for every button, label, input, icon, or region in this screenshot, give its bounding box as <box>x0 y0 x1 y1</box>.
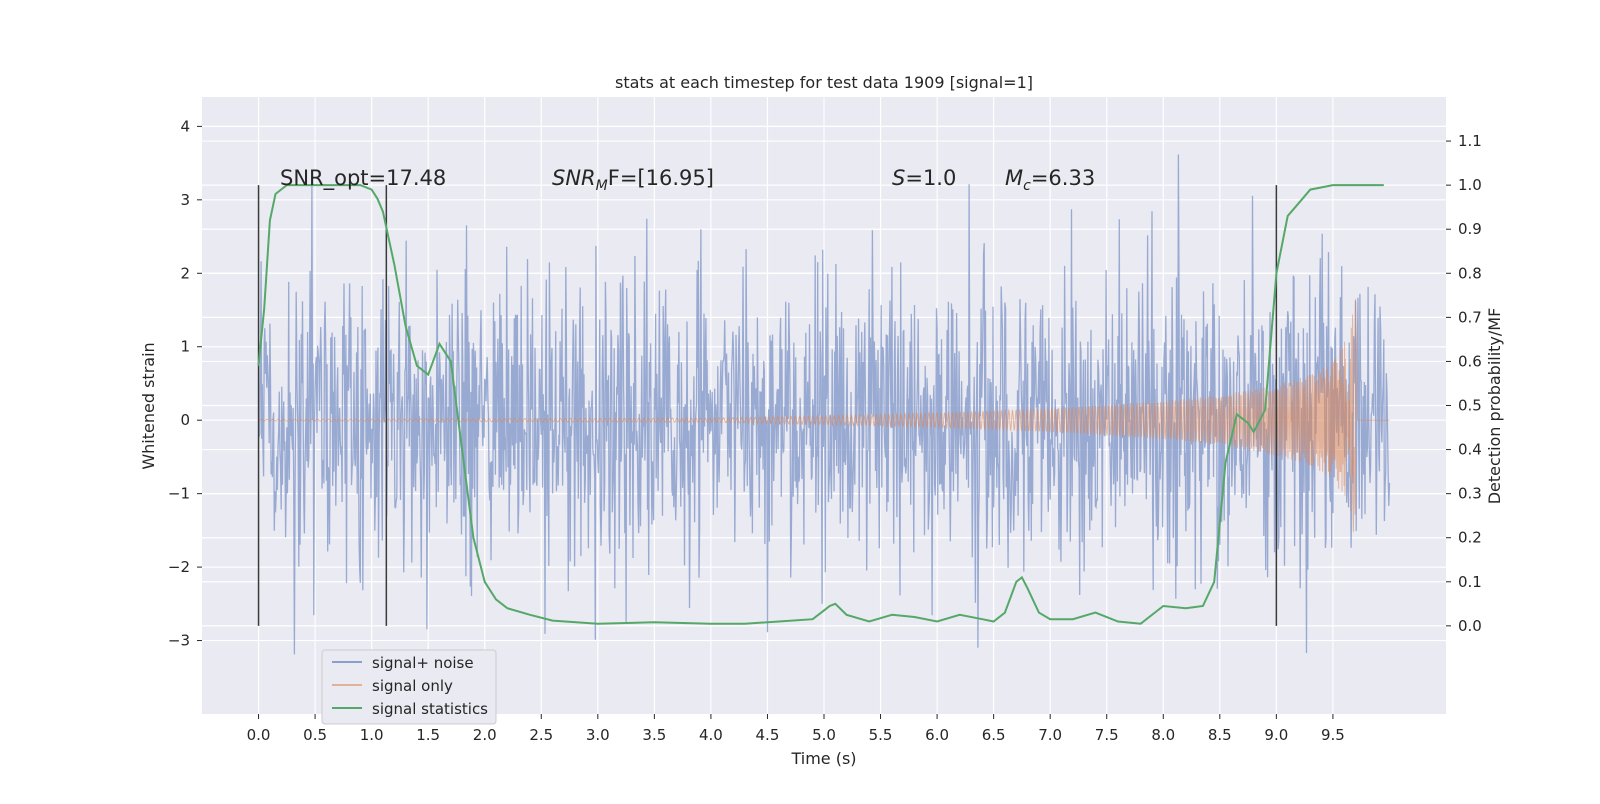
y-ticks-left: 4 3 2 1 0 −1 −2 −3 <box>168 117 202 650</box>
series-signal-statistics <box>257 184 1384 625</box>
x-axis-label: Time (s) <box>790 749 856 768</box>
signal-statistics-line <box>257 184 1384 625</box>
y-tick-label-right: 0.9 <box>1458 220 1482 238</box>
x-tick-label: 7.0 <box>1038 726 1062 744</box>
signal-noise-line <box>257 154 1391 655</box>
x-tick-label: 6.0 <box>925 726 949 744</box>
legend-box <box>321 649 497 725</box>
signal-only-line <box>258 299 1390 532</box>
x-tick-label: 3.5 <box>642 726 666 744</box>
y-tick-label-left: 0 <box>180 411 190 429</box>
x-tick-label: 4.5 <box>756 726 780 744</box>
x-tick-label: 2.0 <box>473 726 497 744</box>
annotation-snr-opt: SNR_opt=17.48 <box>280 166 446 191</box>
x-tick-label: 5.5 <box>869 726 893 744</box>
x-tick-label: 0.5 <box>303 726 327 744</box>
x-tick-label: 3.0 <box>586 726 610 744</box>
annotation-s: S=1.0 <box>892 166 956 190</box>
legend-label-signal-statistics: signal statistics <box>372 700 488 718</box>
y-tick-label-left: 1 <box>180 338 190 356</box>
y-axis-label-left: Whitened strain <box>139 342 158 469</box>
annotation-mc: Mc=6.33 <box>1005 166 1095 194</box>
legend-label-signal-noise: signal+ noise <box>372 654 474 672</box>
y-tick-label-right: 0.6 <box>1458 352 1482 370</box>
x-tick-label: 9.5 <box>1321 726 1345 744</box>
y-tick-label-right: 1.0 <box>1458 176 1482 194</box>
y-tick-label-right: 0.8 <box>1458 264 1482 282</box>
annotation-snr-mf-rest: F=[16.95] <box>608 166 714 190</box>
x-tick-label: 1.0 <box>360 726 384 744</box>
series-signal-noise <box>257 154 1391 655</box>
annotation-snr-mf-base: SNR <box>552 166 596 190</box>
y-tick-label-right: 0.7 <box>1458 308 1482 326</box>
y-tick-label-left: 3 <box>180 191 190 209</box>
annotation-mc-sub: c <box>1023 178 1031 194</box>
y-axis-label-right: Detection probability/MF <box>1485 308 1504 505</box>
annotation-mc-base: M <box>1005 166 1023 190</box>
y-tick-label-right: 0.0 <box>1458 617 1482 635</box>
x-tick-label: 8.0 <box>1151 726 1175 744</box>
x-tick-label: 7.5 <box>1095 726 1119 744</box>
y-tick-label-left: −2 <box>168 558 190 576</box>
x-tick-label: 5.0 <box>812 726 836 744</box>
annotation-s-rest: =1.0 <box>905 166 956 190</box>
y-tick-label-left: −1 <box>168 485 190 503</box>
series-signal-only <box>258 299 1390 532</box>
y-tick-label-right: 0.3 <box>1458 485 1482 503</box>
y-tick-label-right: 1.1 <box>1458 132 1482 150</box>
x-tick-label: 8.5 <box>1208 726 1232 744</box>
annotation-s-base: S <box>892 166 905 190</box>
y-tick-label-right: 0.1 <box>1458 573 1482 591</box>
y-tick-label-left: 4 <box>180 117 190 135</box>
annotation-snr-mf: SNRMF=[16.95] <box>552 166 714 194</box>
vertical-markers <box>257 185 1278 626</box>
x-tick-label: 1.5 <box>416 726 440 744</box>
chart-title: stats at each timestep for test data 190… <box>615 73 1033 92</box>
y-tick-label-left: 2 <box>180 264 190 282</box>
y-tick-label-right: 0.5 <box>1458 397 1482 415</box>
x-tick-label: 0.0 <box>247 726 271 744</box>
y-tick-label-right: 0.4 <box>1458 441 1482 459</box>
legend-label-signal-only: signal only <box>372 677 453 695</box>
y-tick-label-right: 0.2 <box>1458 529 1482 547</box>
x-tick-label: 4.0 <box>699 726 723 744</box>
y-tick-label-left: −3 <box>168 632 190 650</box>
y-ticks-right: 1.1 1.0 0.9 0.8 0.7 0.6 0.5 0.4 0.3 0.2 0.1 0.0 <box>1446 132 1482 635</box>
annotation-mc-rest: =6.33 <box>1031 166 1095 190</box>
x-tick-label: 9.0 <box>1264 726 1288 744</box>
x-tick-label: 2.5 <box>529 726 553 744</box>
annotation-snr-mf-sub: M <box>596 178 608 194</box>
x-tick-label: 6.5 <box>982 726 1006 744</box>
x-ticks: 0.0 0.5 1.0 1.5 2.0 2.5 3.0 3.5 4.0 4.5 5.0 5.5 6.0 6… <box>247 714 1345 744</box>
legend: signal+ noise signal only signal statist… <box>321 649 497 725</box>
